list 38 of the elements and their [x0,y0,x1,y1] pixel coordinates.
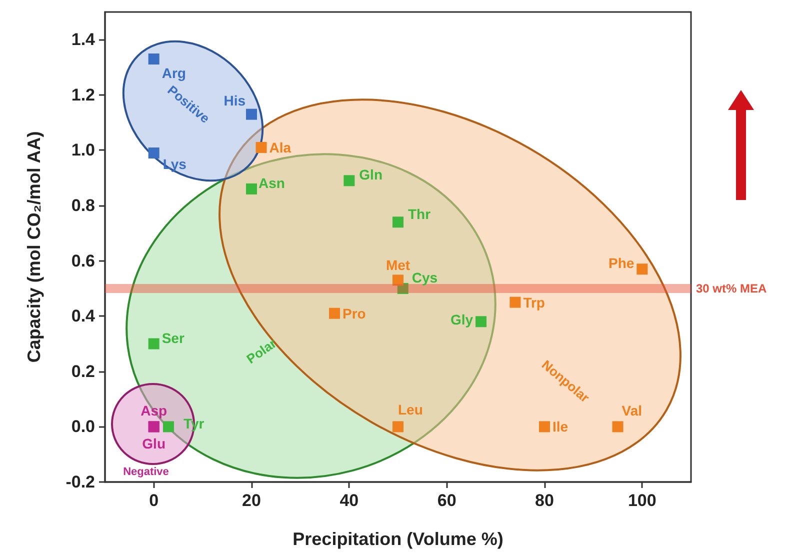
annotation: Gly [450,312,474,328]
text: Negative [123,466,169,478]
x-tick-label: 100 [628,491,656,510]
annotation: Asn [258,174,285,191]
annotation: Ile [552,418,568,435]
annotation: His [224,92,246,108]
y-tick-label: 0.2 [71,362,95,381]
annotation: Cys [412,269,438,286]
y-tick-label: 1.0 [71,140,95,160]
y-tick-label: 0.0 [71,417,95,436]
y-tick-label: 0.8 [71,196,95,216]
annotation: Glu [142,436,166,452]
x-axis-title: Precipitation (Volume %) [292,529,504,549]
annotation: Trp [523,294,545,310]
x-tick-label: 20 [242,491,261,510]
ref-line-label: 30 wt% MEA [696,281,768,296]
annotation: Met [386,257,410,274]
annotation: Lys [162,156,187,172]
y-tick-label: -0.2 [66,472,95,492]
x-tick-label: 60 [437,491,456,510]
y-tick-label: 1.4 [71,30,96,50]
y-tick-label: 0.6 [71,251,95,270]
x-tick-label: 0 [149,491,159,510]
annotation: Leu [398,402,423,418]
y-tick-label: 0.4 [71,306,96,326]
annotation: Arg [162,65,186,81]
annotation: Pro [342,305,366,322]
annotation: Val [622,402,642,419]
annotation: Ser [162,330,185,346]
annotation: Ala [269,139,292,156]
x-tick-label: 40 [340,491,359,510]
annotation: Thr [408,206,432,222]
annotation: Asp [140,402,168,419]
y-axis-title: Capacity (mol CO₂/mol AA) [24,131,44,363]
annotation: Phe [608,255,634,272]
y-tick-label: 1.2 [71,85,95,104]
x-tick-label: 80 [535,491,554,510]
annotation: Gln [359,166,383,183]
